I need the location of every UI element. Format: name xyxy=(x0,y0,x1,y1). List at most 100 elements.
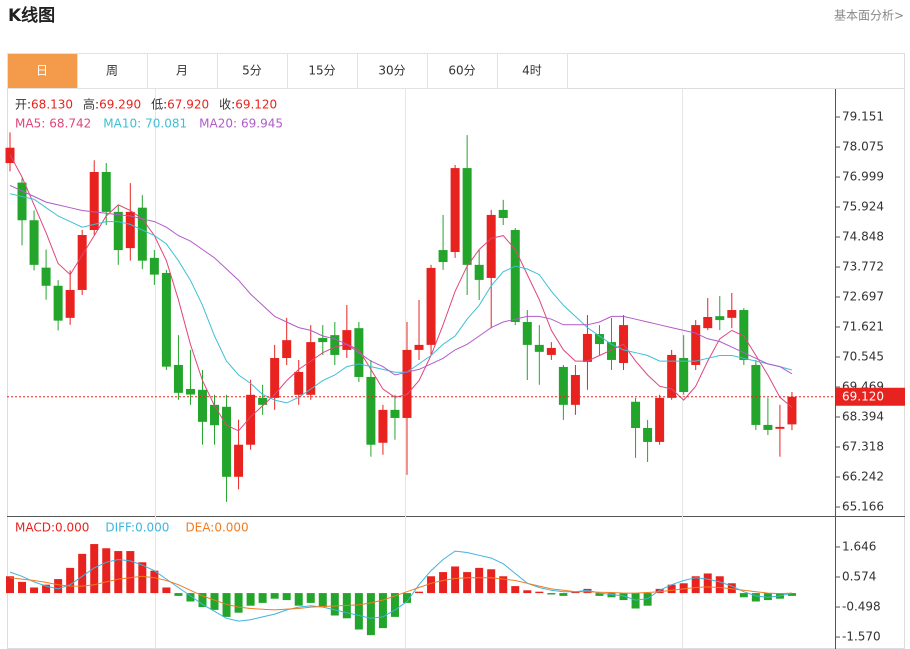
tab[interactable] xyxy=(427,53,498,89)
candle-body xyxy=(378,409,388,443)
candle-body xyxy=(402,349,412,418)
candle-body xyxy=(282,340,292,358)
legend-name: MA5: xyxy=(15,117,45,131)
tab[interactable] xyxy=(287,53,358,89)
tab[interactable] xyxy=(217,53,288,89)
candle-body xyxy=(534,344,544,352)
macd-bar xyxy=(571,591,580,594)
macd-bar xyxy=(246,593,255,606)
candle-body xyxy=(462,168,472,265)
candle-body xyxy=(234,444,244,477)
tab-label[interactable]: 月 xyxy=(176,64,188,78)
tab-label[interactable]: 30分 xyxy=(378,64,405,78)
ohlc-name: 开: xyxy=(15,98,31,112)
macd-bar xyxy=(258,593,267,603)
candle-body xyxy=(426,267,436,345)
macd-bar xyxy=(78,553,87,594)
macd-bar xyxy=(66,567,75,594)
macd-bar xyxy=(631,593,640,609)
macd-bar xyxy=(186,593,195,602)
tab-label[interactable]: 周 xyxy=(106,64,118,78)
candle-body xyxy=(486,214,496,278)
price-tag-label: 69.120 xyxy=(842,389,884,403)
tab-label[interactable]: 15分 xyxy=(308,64,335,78)
y-tick-label: -1.570 xyxy=(842,630,881,644)
macd-bar xyxy=(270,593,279,599)
macd-bar xyxy=(643,593,652,606)
ohlc-name: 收: xyxy=(219,98,235,112)
candle-body xyxy=(558,366,568,405)
indicator-line xyxy=(9,575,792,611)
macd-bar xyxy=(138,562,147,594)
macd-bar xyxy=(523,590,532,594)
macd-bar xyxy=(402,593,411,603)
macd-bar xyxy=(54,579,63,594)
tab[interactable] xyxy=(357,53,428,89)
ohlc-name: 高: xyxy=(83,97,99,112)
tab[interactable] xyxy=(497,53,568,89)
y-tick-label: 79.151 xyxy=(842,110,884,124)
macd-bar xyxy=(330,593,339,616)
candle-body xyxy=(546,347,556,355)
macd-bar xyxy=(559,593,568,596)
analysis-link[interactable]: 基本面分析> xyxy=(834,9,904,23)
y-tick-label: 66.242 xyxy=(842,470,884,484)
candle-body xyxy=(149,257,159,275)
macd-bar xyxy=(378,593,387,629)
candle-body xyxy=(570,375,580,405)
macd-bar xyxy=(787,593,796,596)
candle-body xyxy=(775,426,785,429)
macd-bar xyxy=(451,566,460,594)
candle-body xyxy=(691,325,701,365)
macd-bar xyxy=(415,591,424,594)
candle-body xyxy=(474,264,484,280)
y-tick-label: -0.498 xyxy=(842,600,881,614)
macd-bar xyxy=(463,572,472,594)
macd-bar xyxy=(114,551,123,594)
candle-body xyxy=(294,371,304,395)
macd-bar xyxy=(90,544,99,594)
macd-bar xyxy=(691,576,700,594)
y-tick-label: 67.318 xyxy=(842,440,884,454)
indicator-line xyxy=(9,184,793,376)
candle-body xyxy=(438,250,448,263)
candle-body xyxy=(222,406,232,477)
legend-value: 70.081 xyxy=(145,117,187,131)
legend-value: 0.000 xyxy=(55,521,89,535)
macd-bar xyxy=(198,593,207,608)
legend-name: MACD: xyxy=(15,521,55,535)
macd-bar xyxy=(102,548,111,594)
tab-label[interactable]: 日 xyxy=(36,64,48,78)
candle-body xyxy=(787,396,797,425)
candle-body xyxy=(739,310,749,360)
indicator-line xyxy=(9,550,793,622)
macd-bar xyxy=(511,586,520,594)
price-tag xyxy=(836,387,905,406)
y-tick-label: 74.848 xyxy=(842,230,884,244)
candle-body xyxy=(366,376,376,445)
y-tick-label: 75.924 xyxy=(842,200,884,214)
candle-body xyxy=(306,342,316,395)
candle-body xyxy=(197,389,207,422)
tab-label[interactable]: 5分 xyxy=(242,64,262,78)
macd-bar xyxy=(439,572,448,594)
tab-label[interactable]: 4时 xyxy=(522,64,542,78)
candle-body xyxy=(29,220,39,265)
macd-bar xyxy=(18,581,27,594)
macd-bar xyxy=(655,588,664,594)
ohlc-value: 67.920 xyxy=(167,98,209,112)
macd-bar xyxy=(222,593,231,617)
macd-bar xyxy=(427,576,436,594)
macd-bar xyxy=(126,551,135,594)
candle-body xyxy=(414,344,424,350)
macd-bar xyxy=(150,570,159,594)
tab[interactable] xyxy=(7,53,78,89)
macd-bar xyxy=(282,593,291,601)
candle-body xyxy=(246,394,256,445)
candle-body xyxy=(41,267,51,286)
tab-label[interactable]: 60分 xyxy=(448,64,475,78)
candle-body xyxy=(330,335,340,355)
y-tick-label: 68.394 xyxy=(842,410,884,424)
macd-bar xyxy=(354,593,363,630)
